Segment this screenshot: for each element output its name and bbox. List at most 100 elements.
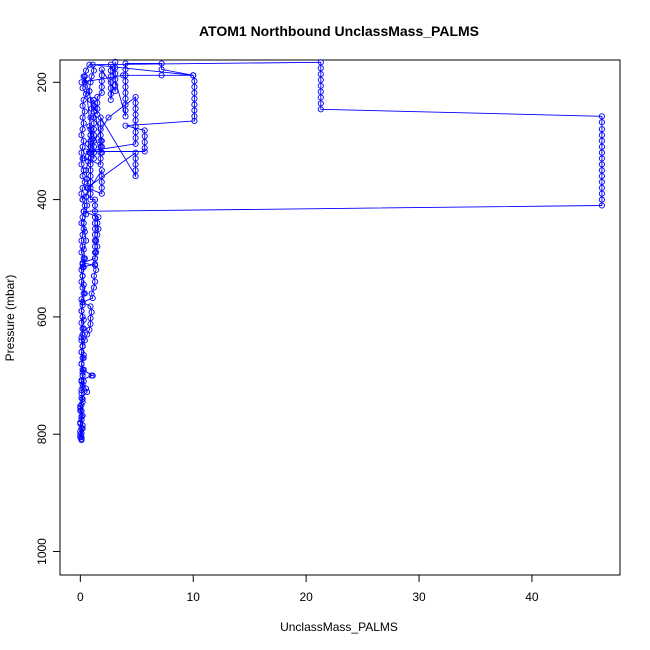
data-point bbox=[598, 126, 605, 133]
data-point bbox=[141, 144, 148, 152]
data-point bbox=[132, 140, 139, 147]
data-point bbox=[98, 190, 105, 197]
data-point bbox=[132, 111, 139, 118]
data-point bbox=[91, 278, 99, 285]
data-point bbox=[98, 143, 105, 150]
data-point bbox=[98, 72, 105, 79]
data-point bbox=[88, 309, 95, 316]
data-point bbox=[90, 149, 97, 156]
data-point bbox=[598, 178, 605, 186]
data-point bbox=[87, 320, 94, 328]
data-point bbox=[107, 61, 114, 68]
data-point bbox=[107, 73, 114, 80]
series-0 bbox=[77, 59, 605, 444]
data-point bbox=[598, 155, 605, 162]
y-axis: 200 400 600 800 1000 bbox=[35, 72, 61, 565]
data-point bbox=[141, 148, 148, 155]
data-point bbox=[79, 173, 86, 180]
data-point bbox=[90, 102, 97, 109]
data-point bbox=[82, 237, 90, 244]
data-point bbox=[90, 120, 97, 127]
data-point bbox=[80, 120, 87, 127]
data-point bbox=[598, 149, 605, 156]
data-point bbox=[91, 196, 99, 203]
data-point bbox=[79, 325, 86, 332]
x-tick-label: 40 bbox=[525, 590, 539, 604]
data-point bbox=[81, 108, 88, 115]
data-point bbox=[91, 225, 99, 232]
data-point bbox=[122, 89, 129, 96]
data-point bbox=[79, 369, 86, 376]
y-tick-label: 800 bbox=[35, 424, 49, 444]
data-point bbox=[112, 70, 119, 77]
data-point bbox=[80, 220, 87, 227]
data-point bbox=[79, 85, 86, 92]
y-axis-label: Pressure (mbar) bbox=[3, 275, 17, 362]
data-point bbox=[98, 149, 105, 156]
data-point bbox=[158, 60, 165, 67]
data-point bbox=[598, 196, 605, 203]
data-point bbox=[80, 281, 87, 288]
series-line bbox=[79, 61, 603, 441]
data-point bbox=[84, 184, 91, 191]
data-point bbox=[122, 66, 129, 73]
data-point bbox=[79, 299, 86, 306]
data-point bbox=[317, 71, 324, 78]
data-point bbox=[122, 122, 129, 129]
data-point bbox=[87, 196, 94, 203]
data-point bbox=[122, 72, 129, 79]
data-point bbox=[105, 114, 112, 121]
data-point bbox=[98, 178, 105, 186]
data-point bbox=[78, 190, 85, 197]
data-point bbox=[191, 89, 198, 96]
data-point bbox=[132, 129, 139, 136]
data-point bbox=[78, 296, 85, 303]
data-point bbox=[191, 117, 198, 125]
data-point bbox=[88, 73, 95, 80]
data-point bbox=[86, 61, 93, 68]
data-point bbox=[97, 126, 104, 133]
data-point bbox=[86, 123, 93, 130]
data-point bbox=[79, 243, 86, 250]
data-point bbox=[78, 387, 85, 394]
data-point bbox=[141, 127, 148, 134]
data-point bbox=[82, 167, 90, 174]
x-tick-label: 10 bbox=[187, 590, 201, 604]
data-point bbox=[87, 167, 94, 174]
x-tick-label: 30 bbox=[412, 590, 426, 604]
data-point bbox=[78, 394, 85, 401]
data-point bbox=[191, 101, 198, 108]
data-point bbox=[80, 246, 87, 253]
data-point bbox=[141, 133, 148, 140]
data-point bbox=[98, 167, 105, 174]
data-point bbox=[598, 119, 605, 126]
data-point bbox=[317, 100, 324, 107]
data-point bbox=[90, 132, 97, 139]
data-point bbox=[79, 126, 86, 133]
data-point bbox=[84, 388, 91, 396]
data-point bbox=[112, 58, 119, 65]
data-point bbox=[78, 161, 85, 168]
data-point bbox=[598, 184, 605, 191]
data-point bbox=[78, 132, 85, 139]
data-point bbox=[80, 351, 87, 359]
data-point bbox=[112, 76, 119, 83]
data-point bbox=[91, 208, 99, 215]
data-point bbox=[78, 307, 85, 315]
data-point bbox=[91, 255, 99, 262]
data-point bbox=[141, 139, 148, 146]
data-point bbox=[87, 143, 94, 150]
data-point bbox=[80, 155, 87, 162]
data-point bbox=[191, 95, 198, 102]
data-point bbox=[90, 114, 97, 121]
data-point bbox=[90, 137, 97, 144]
data-point bbox=[89, 372, 96, 379]
data-point bbox=[82, 148, 90, 155]
data-point bbox=[87, 132, 94, 139]
data-point bbox=[112, 82, 119, 89]
data-point bbox=[77, 428, 84, 435]
data-point bbox=[317, 65, 324, 72]
x-axis-label: UnclassMass_PALMS bbox=[280, 620, 398, 634]
data-point bbox=[107, 96, 114, 103]
